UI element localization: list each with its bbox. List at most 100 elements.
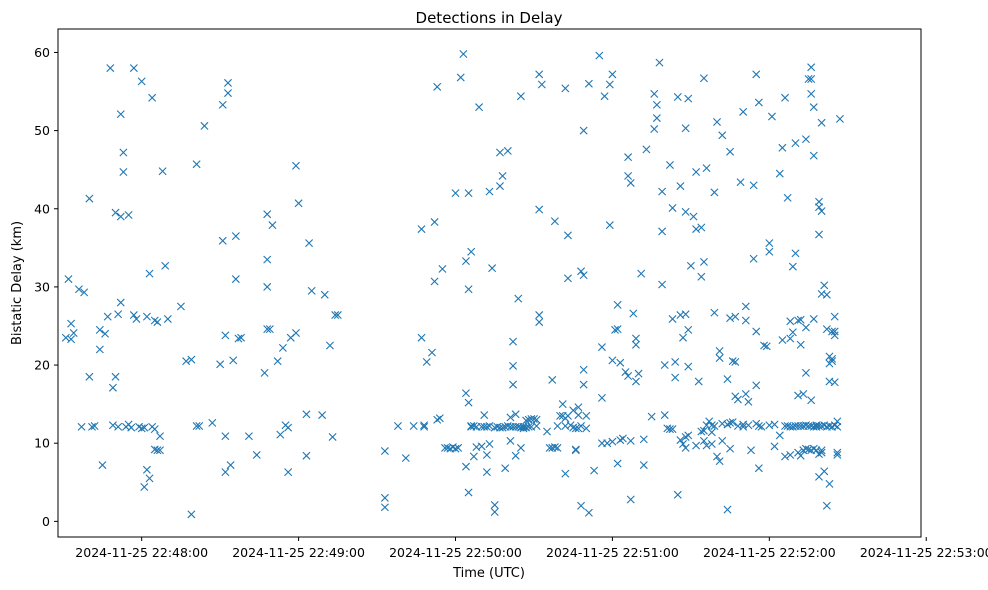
data-point bbox=[548, 375, 557, 384]
data-point bbox=[95, 345, 104, 354]
x-tick-label: 2024-11-25 22:53:00 bbox=[860, 545, 988, 560]
data-point bbox=[278, 343, 287, 352]
data-point bbox=[804, 75, 813, 84]
data-point bbox=[260, 368, 269, 377]
data-point bbox=[699, 436, 708, 445]
data-point bbox=[681, 124, 690, 133]
data-point bbox=[116, 110, 125, 119]
data-point bbox=[809, 151, 818, 160]
y-tick-label: 50 bbox=[34, 123, 50, 138]
data-point bbox=[221, 468, 230, 477]
data-point bbox=[584, 79, 593, 88]
data-point bbox=[535, 205, 544, 214]
data-point bbox=[754, 464, 763, 473]
data-point bbox=[451, 444, 460, 453]
data-point bbox=[61, 333, 70, 342]
data-point bbox=[791, 249, 800, 258]
data-point bbox=[156, 446, 164, 455]
data-point bbox=[788, 262, 797, 271]
data-point bbox=[603, 439, 612, 448]
data-point bbox=[571, 446, 580, 455]
data-point bbox=[111, 208, 120, 217]
data-point bbox=[673, 93, 682, 101]
data-point bbox=[739, 107, 748, 116]
data-point bbox=[697, 223, 706, 232]
data-point bbox=[699, 74, 708, 83]
data-point bbox=[809, 314, 818, 323]
data-point bbox=[216, 360, 225, 369]
data-point bbox=[817, 446, 826, 455]
data-point bbox=[783, 193, 792, 202]
data-point bbox=[608, 70, 617, 79]
data-point bbox=[464, 285, 473, 294]
data-point bbox=[498, 423, 507, 432]
data-point bbox=[420, 421, 429, 430]
data-point bbox=[302, 410, 311, 419]
data-point bbox=[574, 403, 583, 412]
data-point bbox=[509, 380, 518, 389]
x-tick-label: 2024-11-25 22:48:00 bbox=[75, 545, 208, 560]
data-point bbox=[430, 218, 439, 227]
data-point bbox=[524, 422, 533, 431]
data-point bbox=[503, 146, 512, 155]
data-point bbox=[577, 501, 586, 510]
data-point bbox=[582, 424, 591, 433]
data-point bbox=[501, 464, 510, 473]
data-point bbox=[820, 467, 829, 476]
data-point bbox=[574, 411, 583, 420]
data-point bbox=[833, 448, 842, 457]
data-point bbox=[760, 341, 769, 350]
data-point bbox=[268, 221, 277, 230]
data-point bbox=[697, 272, 706, 281]
data-point bbox=[422, 357, 431, 366]
data-point bbox=[584, 508, 593, 517]
x-axis-title: Time (UTC) bbox=[452, 566, 525, 581]
data-point bbox=[684, 431, 693, 440]
data-point bbox=[799, 389, 808, 398]
data-point bbox=[430, 277, 439, 286]
data-point bbox=[778, 143, 787, 152]
data-point bbox=[305, 239, 314, 248]
data-point bbox=[692, 441, 701, 450]
data-point bbox=[561, 84, 570, 93]
data-point bbox=[532, 415, 541, 424]
data-point bbox=[263, 255, 272, 264]
data-point bbox=[495, 182, 504, 191]
data-point bbox=[608, 356, 617, 365]
data-point bbox=[85, 194, 94, 203]
data-point bbox=[276, 430, 285, 439]
data-point bbox=[744, 397, 753, 406]
data-point bbox=[451, 189, 460, 198]
data-point bbox=[127, 423, 136, 432]
data-point bbox=[833, 422, 842, 431]
data-point bbox=[655, 58, 664, 67]
data-point bbox=[595, 51, 604, 60]
data-point bbox=[749, 254, 758, 263]
data-point bbox=[794, 316, 803, 325]
data-point bbox=[221, 331, 230, 340]
data-point bbox=[192, 160, 201, 169]
data-point bbox=[142, 312, 151, 321]
data-point bbox=[739, 422, 748, 431]
data-point bbox=[161, 261, 170, 270]
data-point bbox=[461, 257, 470, 266]
data-point bbox=[273, 357, 282, 366]
data-point bbox=[571, 445, 580, 454]
data-point bbox=[427, 348, 436, 357]
data-point bbox=[480, 411, 489, 420]
data-point bbox=[801, 368, 810, 377]
data-point bbox=[694, 377, 703, 386]
data-point bbox=[767, 112, 776, 121]
data-point bbox=[119, 168, 128, 177]
data-point bbox=[597, 393, 606, 402]
data-point bbox=[95, 325, 104, 334]
data-point bbox=[563, 274, 572, 283]
data-point bbox=[111, 372, 120, 381]
data-point bbox=[684, 325, 693, 334]
data-point bbox=[828, 327, 837, 336]
data-point bbox=[302, 451, 311, 460]
data-point bbox=[665, 425, 674, 434]
data-point bbox=[605, 80, 614, 89]
data-point bbox=[715, 457, 724, 466]
data-point bbox=[509, 361, 518, 370]
